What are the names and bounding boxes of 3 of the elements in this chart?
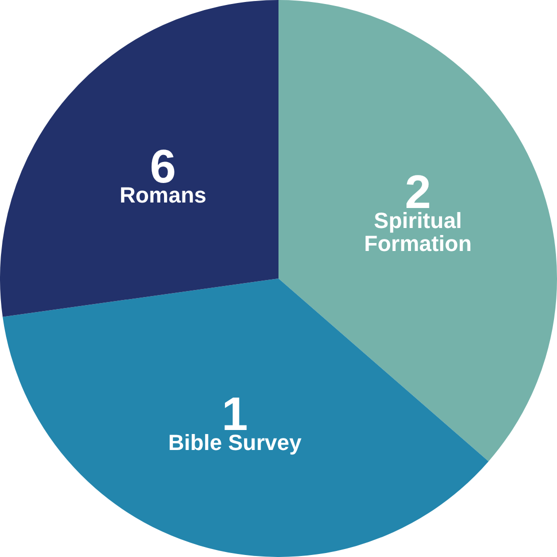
slice-label: 2 Spiritual Formation xyxy=(364,165,472,256)
slice-label: 1 Bible Survey xyxy=(168,386,302,455)
slice-label: 6 Romans xyxy=(120,139,206,208)
